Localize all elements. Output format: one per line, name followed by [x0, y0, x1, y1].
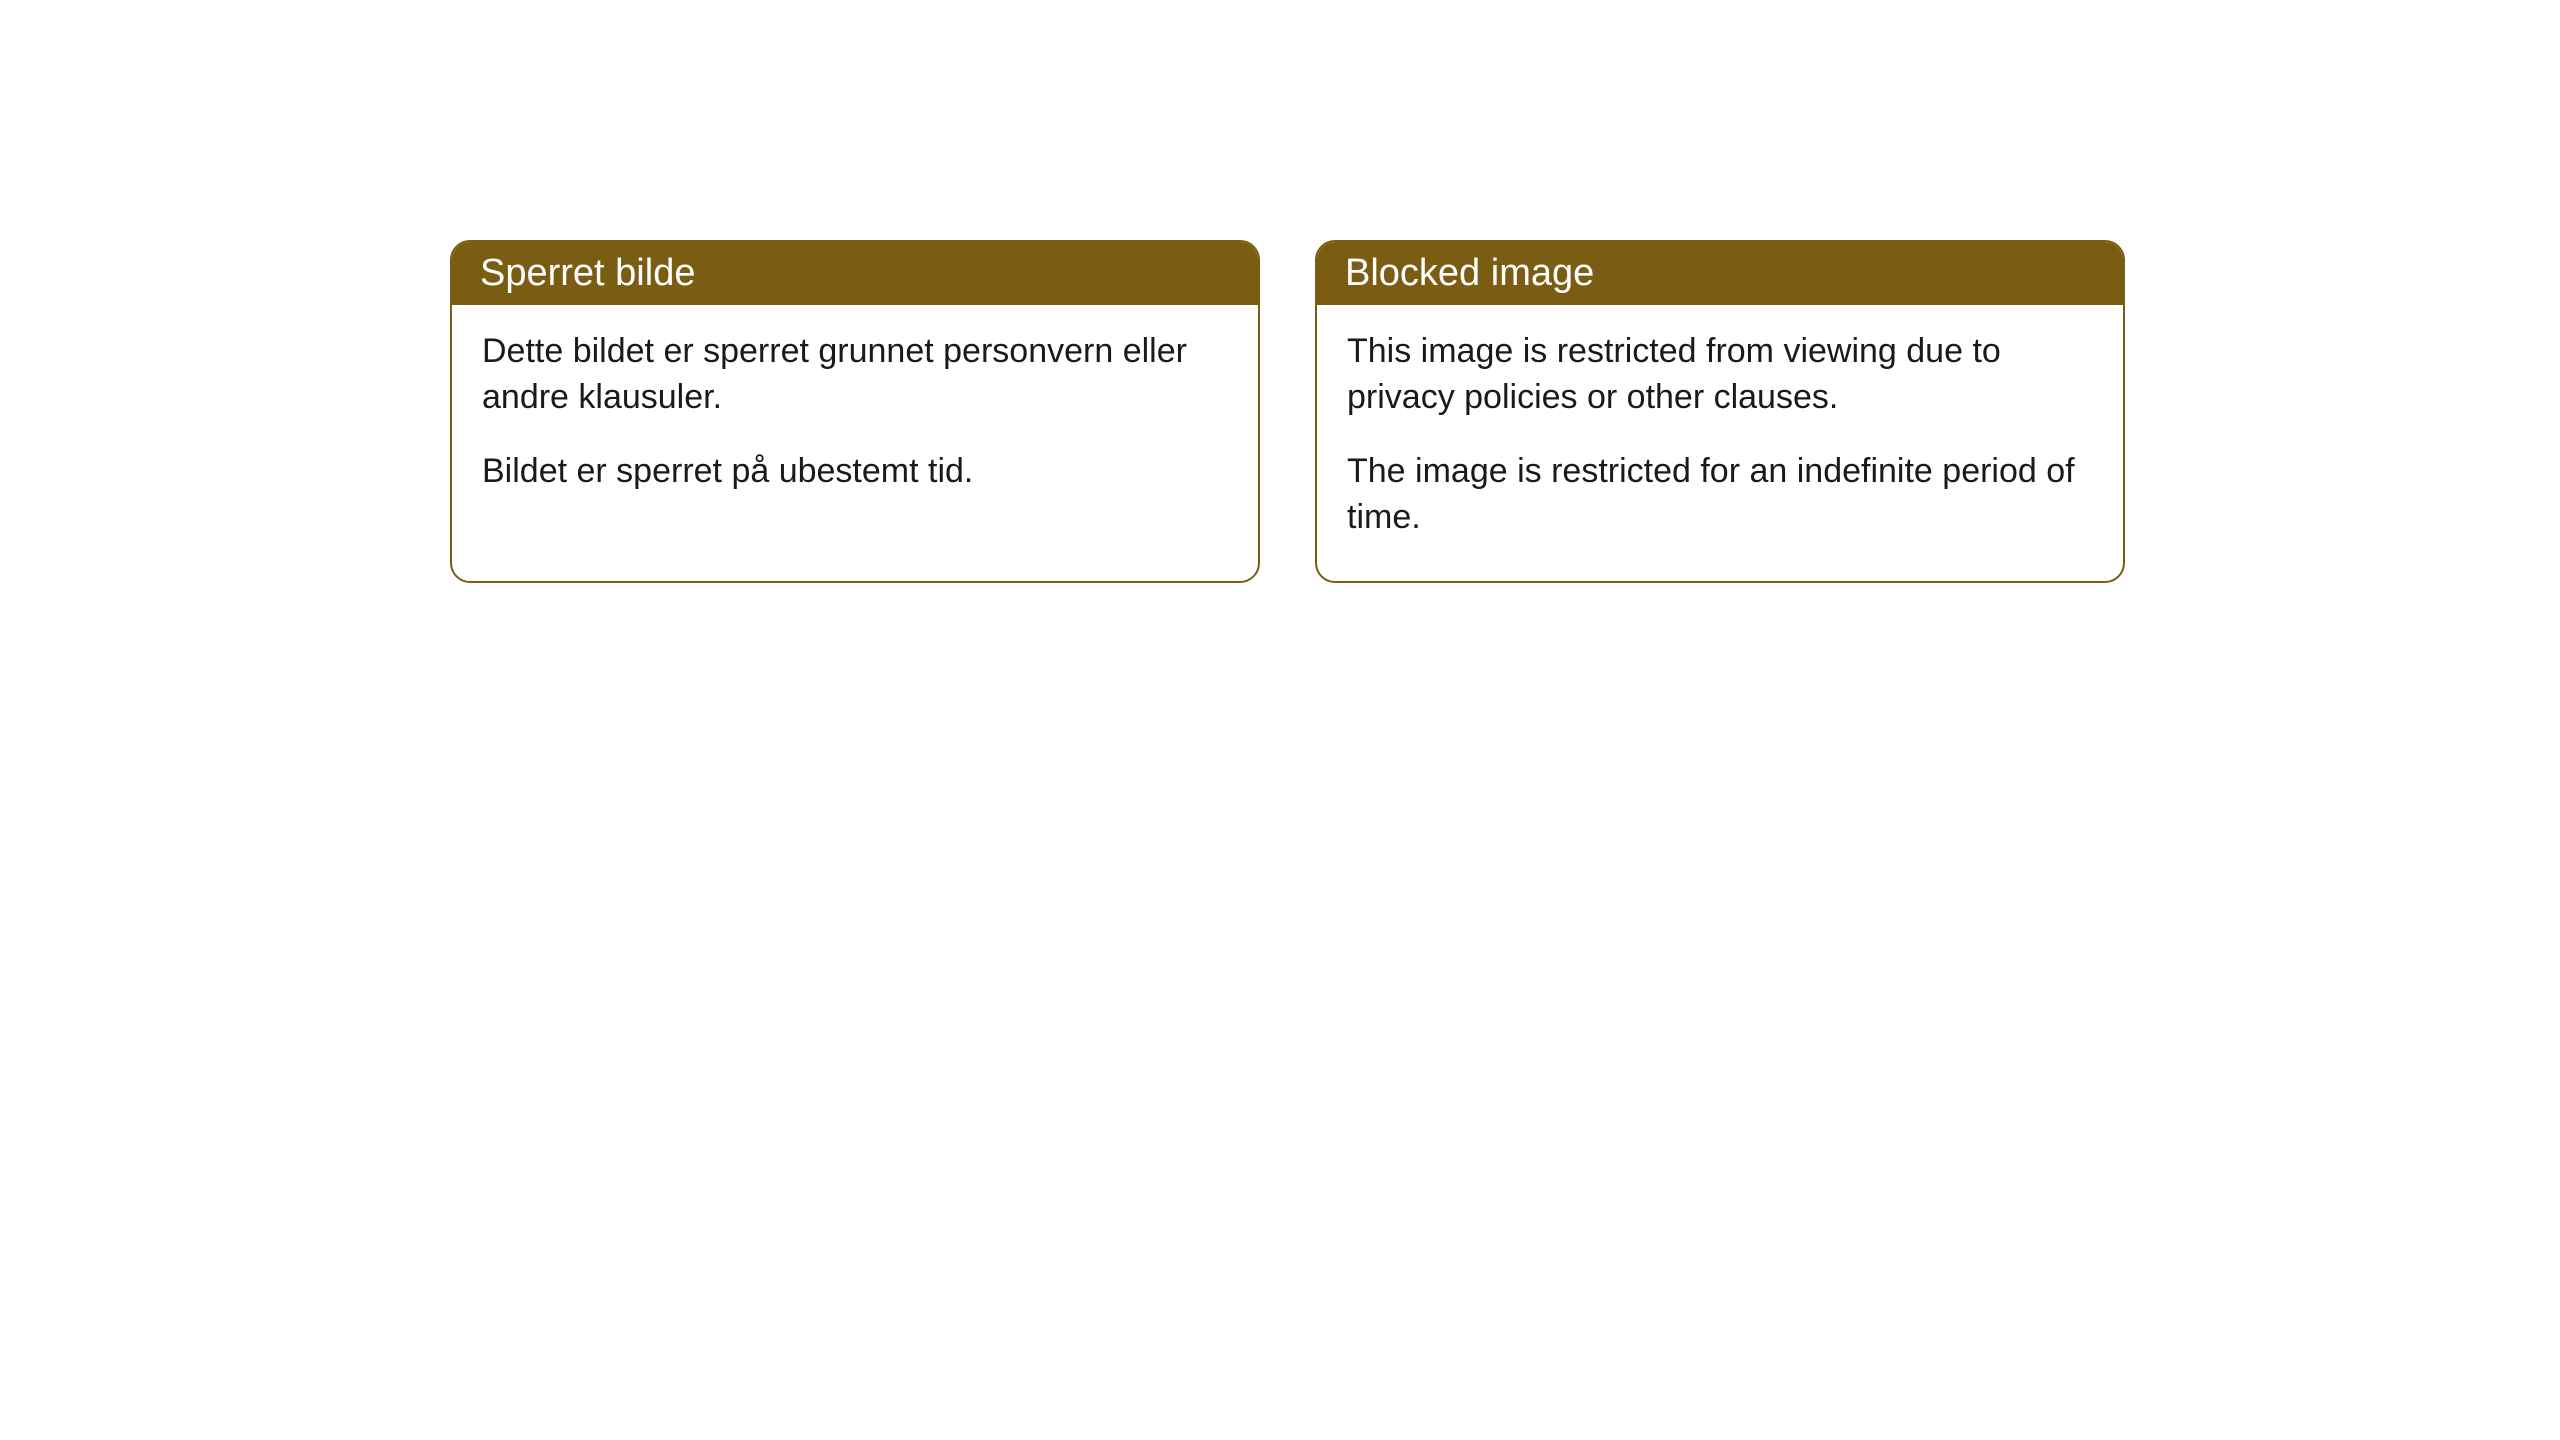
notice-text: Dette bildet er sperret grunnet personve… — [482, 329, 1228, 421]
notice-text: The image is restricted for an indefinit… — [1347, 449, 2093, 541]
notice-card-english: Blocked image This image is restricted f… — [1315, 240, 2125, 583]
notice-container: Sperret bilde Dette bildet er sperret gr… — [0, 0, 2560, 583]
notice-card-norwegian: Sperret bilde Dette bildet er sperret gr… — [450, 240, 1260, 583]
notice-body-norwegian: Dette bildet er sperret grunnet personve… — [452, 305, 1258, 535]
notice-header-norwegian: Sperret bilde — [452, 242, 1258, 305]
notice-text: Bildet er sperret på ubestemt tid. — [482, 449, 1228, 495]
notice-header-english: Blocked image — [1317, 242, 2123, 305]
notice-body-english: This image is restricted from viewing du… — [1317, 305, 2123, 581]
notice-text: This image is restricted from viewing du… — [1347, 329, 2093, 421]
